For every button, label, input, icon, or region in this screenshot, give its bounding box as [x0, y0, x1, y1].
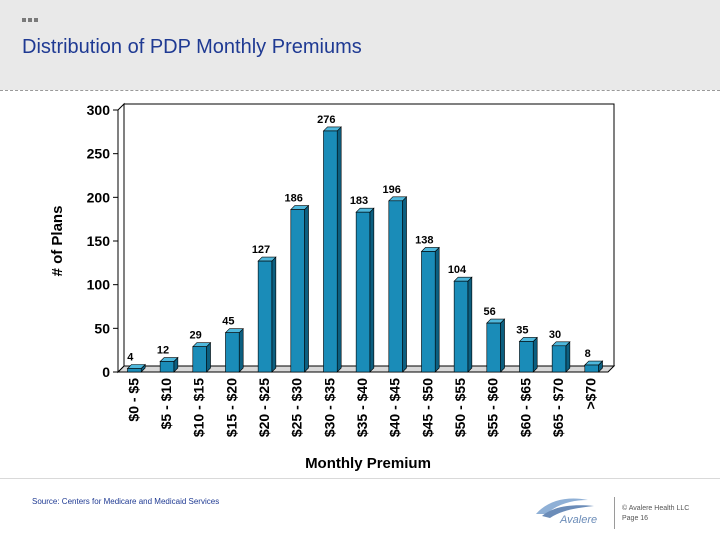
data-label: 29 [190, 330, 202, 342]
data-label: 138 [415, 234, 433, 246]
bar-side [336, 126, 342, 373]
x-tick-label: $20 - $25 [256, 378, 272, 437]
x-tick-label: $45 - $50 [419, 378, 435, 437]
x-tick-label: >$70 [583, 378, 599, 410]
bar [388, 200, 403, 373]
bar [159, 361, 175, 373]
x-tick-label: $25 - $30 [289, 378, 305, 437]
bar [323, 130, 338, 373]
footer-divider [0, 478, 720, 479]
plot-side-wall [117, 102, 125, 374]
data-label: 276 [317, 114, 335, 126]
data-label: 35 [516, 324, 528, 336]
bar-side [532, 336, 538, 373]
x-axis-title: Monthly Premium [305, 455, 431, 472]
bar-side [271, 256, 277, 373]
bar [127, 368, 142, 373]
bar-side [206, 341, 211, 373]
data-label: 183 [350, 195, 368, 207]
bar [257, 260, 273, 373]
logo-text: Avalere [560, 514, 598, 526]
bar [225, 332, 240, 373]
data-label: 186 [284, 193, 302, 205]
data-label: 127 [252, 244, 270, 256]
x-tick-label: $65 - $70 [550, 378, 566, 437]
y-tick-label: 100 [87, 277, 111, 293]
x-tick-label: $35 - $40 [354, 378, 370, 437]
x-tick-label: $0 - $5 [125, 378, 141, 422]
source-note: Source: Centers for Medicare and Medicai… [32, 497, 220, 506]
data-label: 56 [484, 306, 496, 318]
x-tick-label: $50 - $55 [452, 378, 468, 437]
data-label: 12 [157, 345, 169, 357]
bar-side [369, 207, 375, 373]
data-label: 4 [127, 352, 134, 364]
bar-side [402, 196, 407, 373]
x-tick-label: $60 - $65 [517, 378, 533, 437]
avalere-logo-icon [536, 498, 594, 518]
data-label: 8 [585, 348, 591, 360]
x-tick-label: $40 - $45 [387, 378, 403, 437]
header-divider [0, 90, 720, 91]
header-band: Distribution of PDP Monthly Premiums [0, 0, 720, 90]
x-tick-label: $15 - $20 [223, 378, 239, 437]
premium-distribution-chart: 0 50 100 150 200 250 300 # of Plans 4 $0 - $5 12 $5… [49, 102, 616, 472]
data-label: 30 [549, 329, 561, 341]
bar-side [565, 341, 571, 373]
copyright-line: © Avalere Health LLC [622, 505, 690, 512]
bar [551, 345, 567, 373]
footer-vertical-divider [614, 497, 615, 529]
y-axis-title: # of Plans [49, 206, 66, 277]
bar [355, 211, 371, 373]
bar [486, 322, 501, 373]
y-tick-label: 300 [87, 102, 111, 118]
bar [453, 280, 469, 373]
x-tick-label: $5 - $10 [158, 378, 174, 430]
header-dots [22, 18, 38, 22]
bar [519, 341, 534, 373]
bar [421, 251, 436, 373]
copyright: © Avalere Health LLC Page 16 [622, 504, 689, 524]
x-tick-label: $10 - $15 [191, 378, 207, 437]
y-tick-label: 250 [87, 146, 111, 162]
page-title: Distribution of PDP Monthly Premiums [22, 36, 362, 58]
x-tick-label: $30 - $35 [321, 378, 337, 437]
page-number: Page 16 [622, 515, 649, 522]
data-label: 196 [382, 184, 400, 196]
bar-side [500, 318, 505, 373]
bar [192, 346, 207, 373]
y-tick-label: 200 [87, 189, 111, 205]
y-tick-label: 150 [87, 233, 111, 249]
y-tick-label: 0 [102, 364, 110, 380]
bar [584, 364, 599, 373]
bar-side [467, 276, 473, 373]
bar [290, 209, 305, 373]
x-tick-label: $55 - $60 [485, 378, 501, 437]
data-label: 45 [222, 316, 234, 328]
bar-side [238, 327, 244, 373]
y-tick-label: 50 [94, 320, 110, 336]
bar-side [304, 204, 309, 373]
data-label: 104 [448, 264, 467, 276]
bar-side [434, 246, 440, 373]
